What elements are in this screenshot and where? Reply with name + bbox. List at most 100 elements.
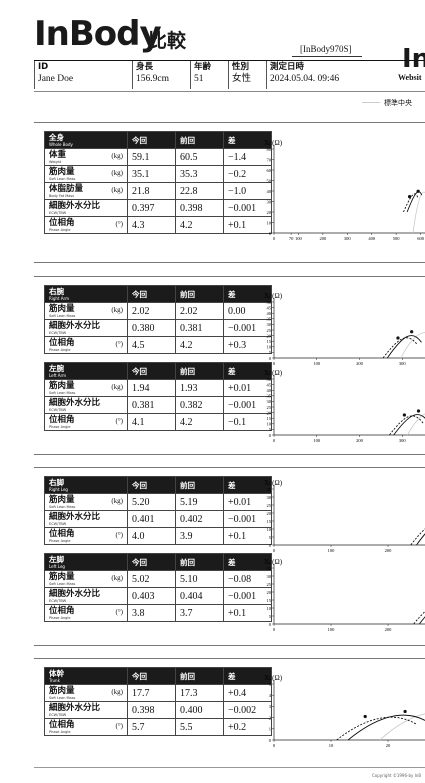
column-header-current: 今回 — [127, 362, 176, 380]
section-title: 体幹 Trunk — [44, 667, 128, 685]
table-whole-body: 全身 Whole Body 今回 前回差体重 Weight (kg) 59.1 60.5 −1.… — [44, 131, 272, 234]
x-tick-label: 600 — [417, 236, 425, 241]
standard-curve — [379, 713, 425, 741]
previous-curve — [389, 415, 424, 436]
previous-value: 5.19 — [175, 493, 224, 511]
metric-name-en: Soft Lean Mass — [49, 696, 76, 700]
section-title-ja: 全身 — [49, 133, 64, 142]
previous-value: 4.2 — [175, 413, 224, 431]
y-tick-label: 20 — [267, 333, 272, 338]
table-row: 細胞外水分比 ECW/TBW 0.398 0.400 −0.002 — [44, 701, 272, 719]
metric-unit: (kg) — [111, 186, 123, 194]
y-tick-label: 25 — [267, 328, 272, 333]
metric-name-en: ECW/TBW — [49, 211, 67, 215]
current-value: 5.20 — [127, 493, 176, 511]
y-tick-label: 0 — [269, 356, 272, 361]
info-age: 年齢 51 — [190, 61, 228, 89]
row-label: 体脂肪量 Body Fat Mass (kg) — [44, 182, 128, 200]
previous-value: 35.3 — [175, 165, 224, 183]
legend-label: 標準中央 — [384, 99, 412, 107]
table-row: 細胞外水分比 ECW/TBW 0.403 0.404 −0.001 — [44, 587, 272, 605]
y-tick-label: 0 — [269, 543, 272, 548]
info-sex: 性別 女性 — [228, 61, 266, 89]
metric-name-en: Body Fat Mass — [49, 194, 75, 198]
row-label: 位相角 Phase Angle (°) — [44, 216, 128, 234]
metric-name: 細胞外水分比 — [49, 201, 101, 211]
y-tick-label: 15 — [267, 598, 272, 603]
metric-name: 位相角 — [49, 529, 75, 539]
standard-curve — [412, 192, 425, 234]
y-tick-label: 45 — [267, 305, 272, 310]
y-tick-label: 3 — [269, 704, 272, 709]
row-label: 位相角 Phase Angle (°) — [44, 413, 128, 431]
metric-name: 細胞外水分比 — [49, 512, 101, 522]
current-value: 4.0 — [127, 527, 176, 545]
inbody-logo: InBody — [34, 14, 162, 54]
metric-name-en: Phase Angle — [49, 228, 71, 232]
y-tick-label: 0 — [269, 738, 272, 743]
metric-name-en: Phase Angle — [49, 425, 71, 429]
y-tick-label: 60 — [267, 168, 272, 173]
metric-name-en: Soft Lean Mass — [49, 391, 76, 395]
section-rule — [34, 454, 425, 455]
y-axis-label: Xc(Ω) — [264, 139, 283, 147]
metric-name: 筋肉量 — [49, 167, 75, 177]
column-header-previous: 前回 — [175, 131, 224, 149]
table-header-row: 右脚 Right Leg 今回 前回差 — [44, 476, 272, 494]
y-tick-label: 25 — [267, 503, 272, 508]
metric-name: 細胞外水分比 — [49, 703, 101, 713]
info-sex-label: 性別 — [232, 62, 250, 72]
metric-unit: (kg) — [111, 306, 123, 314]
device-model: [InBody970S] — [300, 44, 352, 54]
measurement-point — [396, 336, 400, 340]
row-label: 体重 Weight (kg) — [44, 148, 128, 166]
metric-name: 体重 — [49, 150, 67, 160]
y-tick-label: 20 — [267, 590, 272, 595]
x-tick-label: 100 — [328, 627, 336, 632]
y-tick-label: 15 — [267, 339, 272, 344]
previous-curve — [336, 716, 417, 741]
metric-name-en: ECW/TBW — [49, 713, 67, 717]
diff-value: +0.2 — [223, 718, 272, 736]
metric-unit: (°) — [115, 220, 123, 228]
info-age-label: 年齢 — [194, 62, 212, 72]
y-tick-label: 5 — [269, 614, 272, 619]
measurement-point — [416, 409, 421, 413]
info-rule — [34, 91, 425, 92]
metric-name-en: ECW/TBW — [49, 522, 67, 526]
table-row: 位相角 Phase Angle (°) 4.3 4.2 +0.1 — [44, 216, 272, 234]
section-title: 右腕 Right Arm — [44, 285, 128, 303]
table-header-row: 全身 Whole Body 今回 前回差 — [44, 131, 272, 149]
current-value: 0.403 — [127, 587, 176, 605]
x-tick-label: 200 — [385, 627, 393, 632]
section-title-en: Left Leg — [49, 564, 65, 569]
x-tick-label: 300 — [399, 361, 407, 366]
x-tick-label: 0 — [273, 236, 276, 241]
column-header-previous: 前回 — [175, 285, 224, 303]
corner-website: Websit — [398, 73, 422, 82]
x-tick-label: 0 — [273, 627, 276, 632]
previous-value: 0.400 — [175, 701, 224, 719]
info-height-label: 身長 — [136, 62, 154, 72]
metric-name-en: Weight — [49, 160, 62, 164]
y-tick-label: 50 — [267, 300, 272, 305]
section-title-ja: 体幹 — [49, 669, 64, 678]
table-row: 細胞外水分比 ECW/TBW 0.397 0.398 −0.001 — [44, 199, 272, 217]
previous-value: 0.402 — [175, 510, 224, 528]
previous-value: 17.3 — [175, 684, 224, 702]
report-type-title: 比較 — [148, 30, 187, 52]
column-header-diff: 差 — [223, 553, 272, 571]
metric-name: 筋肉量 — [49, 686, 75, 696]
column-header-previous: 前回 — [175, 553, 224, 571]
table-header-row: 左脚 Left Leg 今回 前回差 — [44, 553, 272, 571]
y-tick-label: 5 — [269, 535, 272, 540]
current-curve — [406, 191, 423, 213]
x-tick-label: 100 — [313, 438, 321, 443]
y-tick-label: 2 — [269, 715, 271, 720]
y-tick-label: 30 — [267, 322, 272, 327]
metric-unit: (kg) — [111, 497, 123, 505]
x-tick-label: 10 — [329, 743, 334, 748]
current-value: 35.1 — [127, 165, 176, 183]
